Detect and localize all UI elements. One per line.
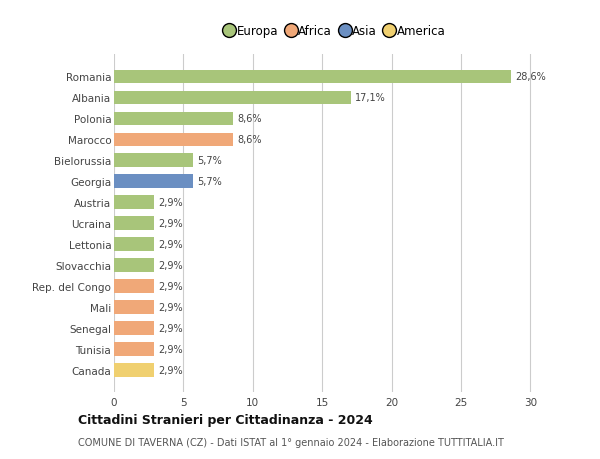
Text: COMUNE DI TAVERNA (CZ) - Dati ISTAT al 1° gennaio 2024 - Elaborazione TUTTITALIA: COMUNE DI TAVERNA (CZ) - Dati ISTAT al 1… bbox=[78, 437, 504, 448]
Text: 8,6%: 8,6% bbox=[238, 114, 262, 124]
Bar bbox=[114, 217, 154, 230]
Bar bbox=[114, 322, 154, 335]
Text: 5,7%: 5,7% bbox=[197, 177, 222, 187]
Bar bbox=[114, 175, 193, 189]
Text: 2,9%: 2,9% bbox=[158, 261, 183, 271]
Bar bbox=[114, 196, 154, 210]
Text: Cittadini Stranieri per Cittadinanza - 2024: Cittadini Stranieri per Cittadinanza - 2… bbox=[78, 413, 373, 426]
Bar bbox=[114, 154, 193, 168]
Text: 17,1%: 17,1% bbox=[355, 93, 386, 103]
Text: 2,9%: 2,9% bbox=[158, 281, 183, 291]
Text: 2,9%: 2,9% bbox=[158, 344, 183, 354]
Bar bbox=[114, 91, 351, 105]
Text: 2,9%: 2,9% bbox=[158, 219, 183, 229]
Bar bbox=[114, 364, 154, 377]
Bar bbox=[114, 70, 511, 84]
Bar bbox=[114, 280, 154, 293]
Bar bbox=[114, 259, 154, 273]
Text: 2,9%: 2,9% bbox=[158, 324, 183, 333]
Legend: Europa, Africa, Asia, America: Europa, Africa, Asia, America bbox=[221, 21, 451, 43]
Text: 2,9%: 2,9% bbox=[158, 302, 183, 313]
Bar bbox=[114, 342, 154, 356]
Text: 2,9%: 2,9% bbox=[158, 240, 183, 250]
Bar bbox=[114, 238, 154, 252]
Text: 5,7%: 5,7% bbox=[197, 156, 222, 166]
Text: 2,9%: 2,9% bbox=[158, 365, 183, 375]
Bar bbox=[114, 133, 233, 147]
Bar bbox=[114, 112, 233, 126]
Text: 8,6%: 8,6% bbox=[238, 135, 262, 145]
Bar bbox=[114, 301, 154, 314]
Text: 28,6%: 28,6% bbox=[515, 72, 546, 82]
Text: 2,9%: 2,9% bbox=[158, 198, 183, 208]
